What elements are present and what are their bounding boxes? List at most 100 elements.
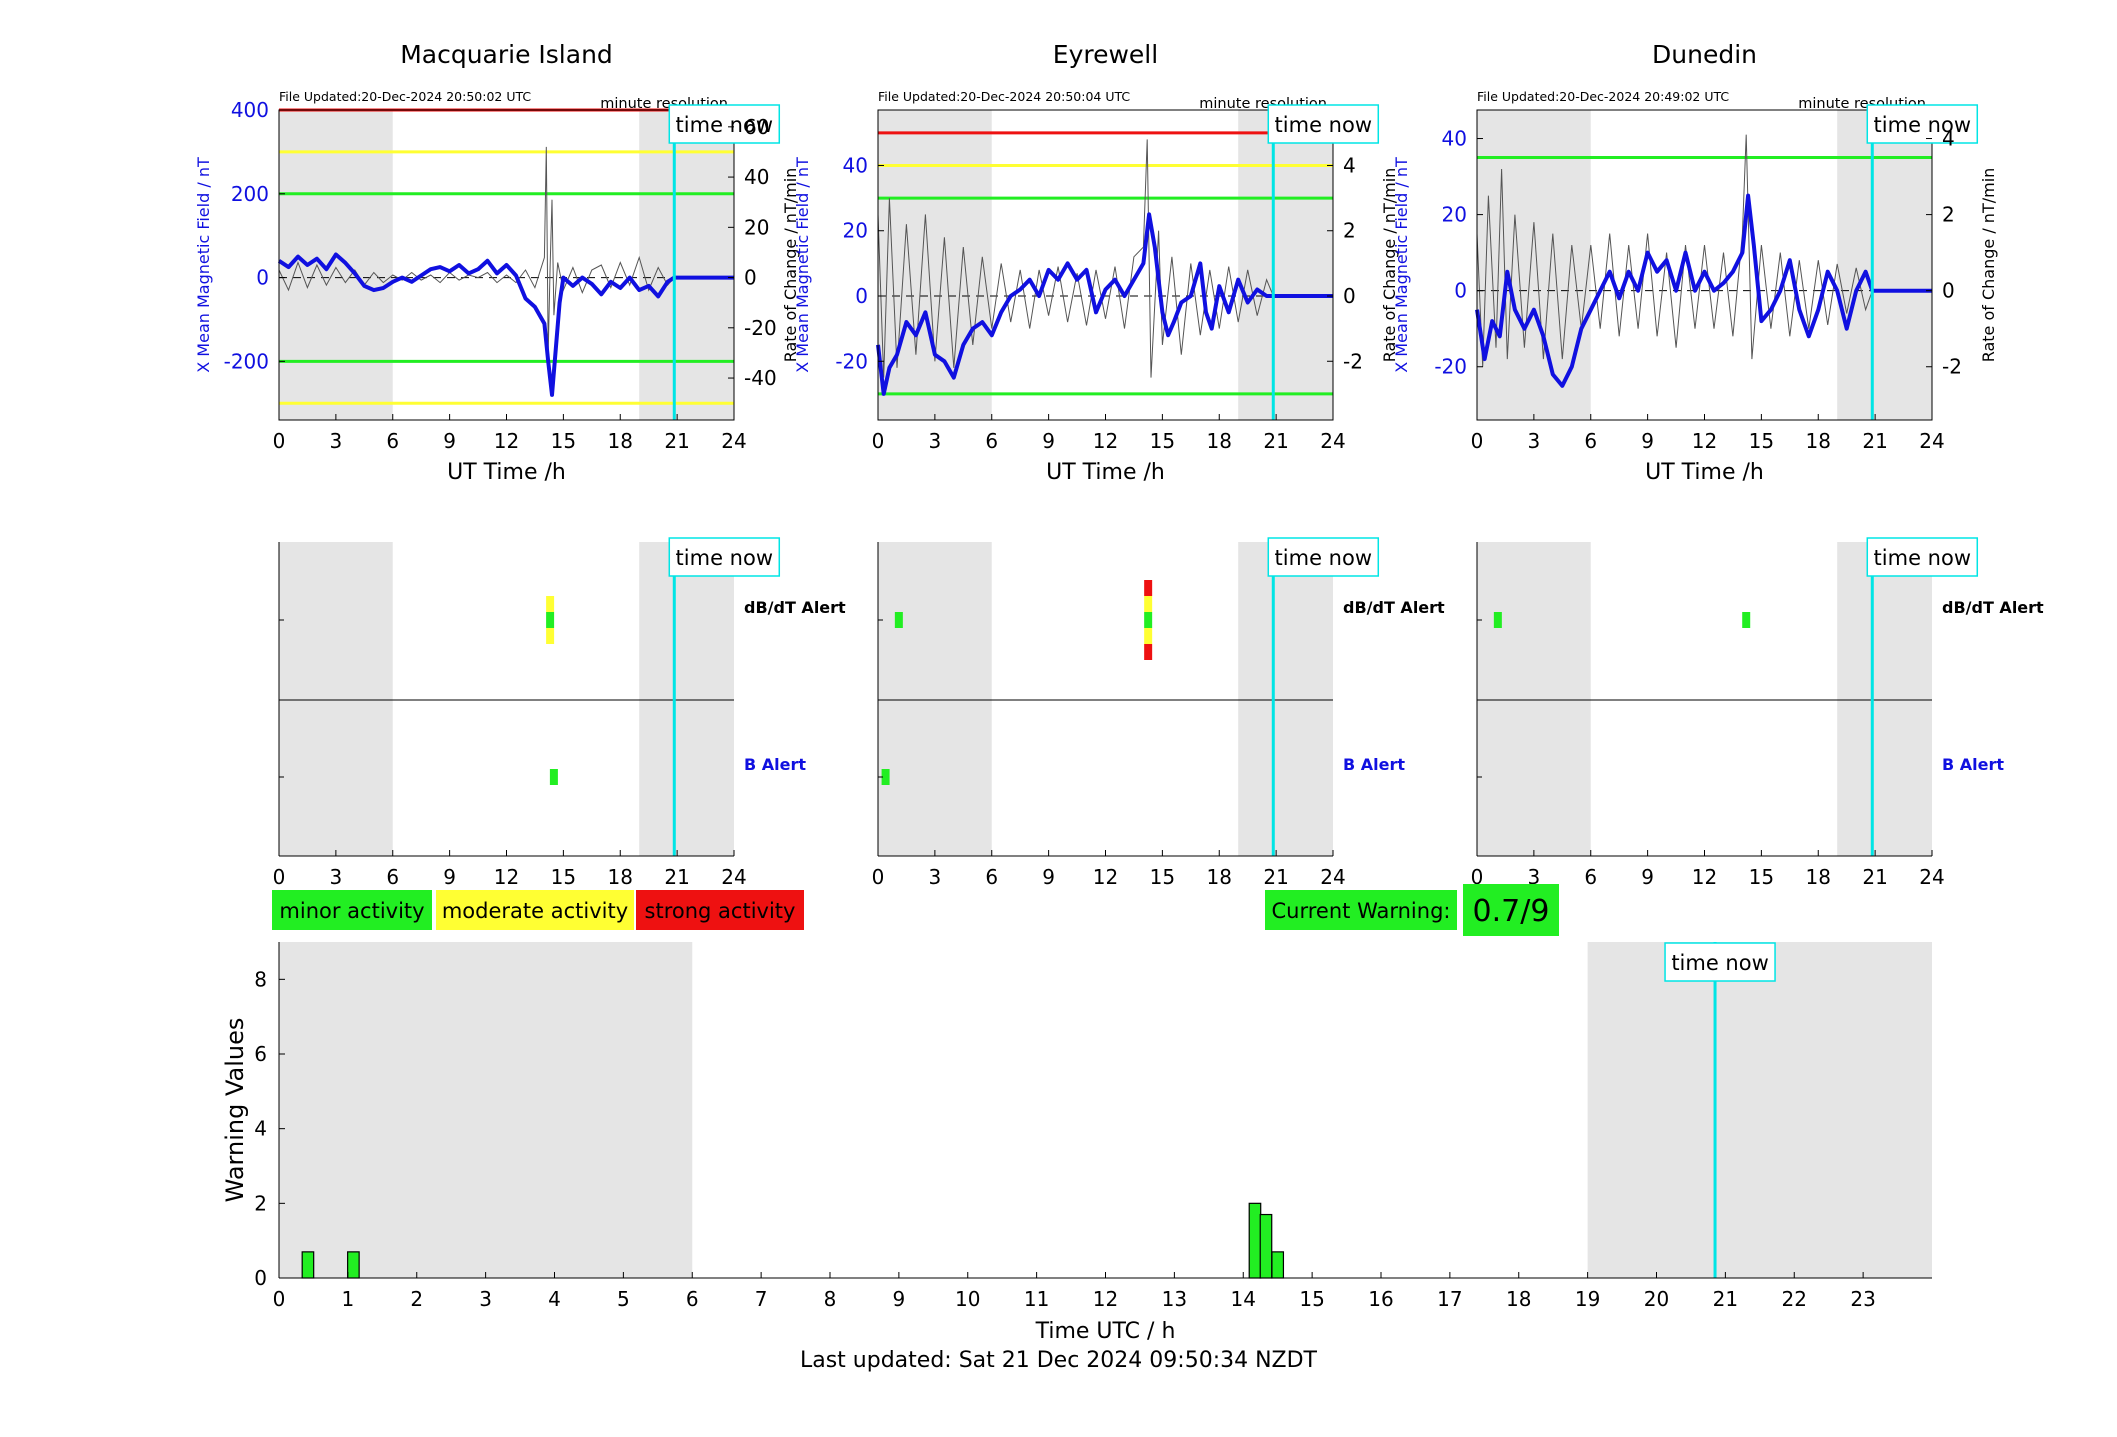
x-tick-label: 4 [548, 1287, 561, 1311]
y-right-tick-label: -2 [1942, 355, 1962, 379]
y-left-tick-label: 20 [1442, 203, 1467, 227]
y-axis-label: Warning Values [221, 1018, 249, 1203]
x-tick-label: 18 [608, 429, 633, 453]
y-tick-label: 2 [254, 1191, 267, 1215]
x-tick-label: 10 [955, 1287, 980, 1311]
night-shading [279, 542, 393, 856]
y-right-tick-label: -2 [1343, 349, 1363, 373]
night-shading [1238, 110, 1333, 420]
activity-legend: minor activity moderate activity strong ac… [272, 890, 804, 930]
x-tick-label: 3 [330, 865, 343, 889]
warning-bar [347, 1251, 360, 1279]
alert-plot: time now 0 3 6 9 12 15 18 21 24 dB/dT Alert B Alert [872, 537, 1445, 889]
y-right-tick-label: 60 [744, 115, 769, 139]
y-left-tick-label: 40 [843, 153, 868, 177]
x-tick-label: 6 [985, 429, 998, 453]
x-tick-label: 15 [1150, 429, 1175, 453]
x-tick-label: 18 [1506, 1287, 1531, 1311]
night-shading [279, 110, 393, 420]
x-tick-label: 14 [1231, 1287, 1256, 1311]
station-panel-1: Eyrewell File Updated:20-Dec-2024 20:50:0… [793, 40, 1445, 889]
b-alert-segment-minor [881, 769, 890, 785]
file-updated-text: File Updated:20-Dec-2024 20:49:02 UTC [1477, 89, 1729, 104]
legend-minor-text: minor activity [279, 899, 424, 923]
current-warning: Current Warning: 0.7/9 [1265, 884, 1559, 936]
x-tick-label: 5 [617, 1287, 630, 1311]
x-tick-label: 6 [386, 429, 399, 453]
time-now-label-box [1664, 942, 1776, 982]
night-shading [1587, 942, 1932, 1278]
x-tick-label: 24 [721, 865, 746, 889]
x-tick-label: 17 [1437, 1287, 1462, 1311]
x-tick-label: 20 [1644, 1287, 1669, 1311]
x-tick-label: 0 [1471, 429, 1484, 453]
night-shading [1477, 542, 1591, 856]
x-tick-label: 7 [755, 1287, 768, 1311]
x-tick-label: 21 [1862, 865, 1887, 889]
x-tick-label: 21 [1263, 865, 1288, 889]
station-title: Eyrewell [1053, 40, 1158, 69]
y-left-tick-label: -20 [1434, 355, 1467, 379]
x-tick-label: 15 [1150, 865, 1175, 889]
station-title: Dunedin [1652, 40, 1757, 69]
dbdt-alert-segment-moderate [546, 596, 555, 612]
y-left-tick-label: 200 [231, 182, 269, 206]
dbdt-alert-segment-minor [894, 612, 903, 628]
dbdt-alert-segment-minor [1742, 612, 1751, 628]
x-tick-label: 0 [1471, 865, 1484, 889]
dbdt-alert-segment-moderate [546, 628, 555, 644]
y-right-axis-label: Rate of Change / nT/min [781, 168, 800, 363]
x-tick-label: 6 [686, 1287, 699, 1311]
night-shading [279, 942, 693, 1278]
y-left-tick-label: 20 [843, 219, 868, 243]
y-tick-label: 0 [254, 1266, 267, 1290]
x-tick-label: 18 [1806, 865, 1831, 889]
x-tick-label: 9 [443, 429, 456, 453]
x-tick-label: 3 [479, 1287, 492, 1311]
time-now-label-text: time now [1874, 113, 1971, 137]
night-shading [878, 110, 992, 420]
file-updated-text: File Updated:20-Dec-2024 20:50:04 UTC [878, 89, 1130, 104]
night-shading [639, 110, 734, 420]
x-tick-label: 0 [872, 865, 885, 889]
x-tick-label: 9 [443, 865, 456, 889]
b-alert-label: B Alert [1942, 755, 2004, 774]
x-tick-label: 12 [494, 865, 519, 889]
night-shading [1238, 542, 1333, 856]
dbdt-alert-label: dB/dT Alert [1343, 598, 1445, 617]
current-warning-value-box [1463, 884, 1559, 936]
warning-bar [1248, 1202, 1262, 1279]
b-alert-label: B Alert [1343, 755, 1405, 774]
x-tick-label: 3 [929, 865, 942, 889]
current-warning-label-box [1265, 890, 1457, 930]
time-now-label-text: time now [1874, 546, 1971, 570]
x-tick-label: 24 [1320, 865, 1345, 889]
x-tick-label: 6 [1584, 865, 1597, 889]
time-now-label-text: time now [676, 546, 773, 570]
x-tick-label: 21 [1862, 429, 1887, 453]
field-trace [876, 212, 1333, 396]
warning-bar [1271, 1251, 1285, 1279]
y-right-tick-label: 2 [1343, 219, 1356, 243]
time-now-label-box [1866, 537, 1979, 577]
current-warning-value: 0.7/9 [1473, 894, 1550, 929]
y-left-tick-label: 0 [855, 284, 868, 308]
x-tick-label: 2 [410, 1287, 423, 1311]
x-tick-label: 15 [1299, 1287, 1324, 1311]
time-now-label-box [668, 104, 781, 144]
x-tick-label: 1 [342, 1287, 355, 1311]
dbdt-alert-segment-minor [1493, 612, 1502, 628]
dbdt-alert-segment-minor [1144, 612, 1153, 628]
time-now-label-text: time now [676, 113, 773, 137]
x-tick-label: 24 [1320, 429, 1345, 453]
time-now-label-text: time now [1275, 113, 1372, 137]
x-tick-label: 24 [721, 429, 746, 453]
time-now-label-text: time now [1671, 951, 1768, 975]
dbdt-alert-label: dB/dT Alert [744, 598, 846, 617]
x-tick-label: 12 [1093, 865, 1118, 889]
warning-bar [301, 1251, 315, 1279]
legend-minor-swatch [272, 890, 432, 930]
y-right-tick-label: 4 [1343, 153, 1356, 177]
